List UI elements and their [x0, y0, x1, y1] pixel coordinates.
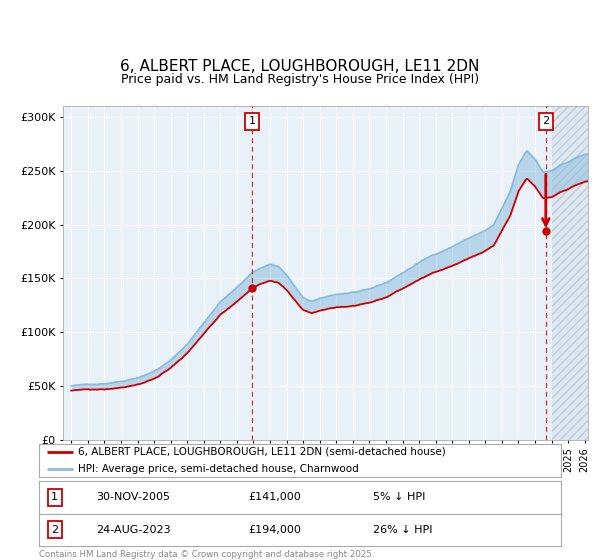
- Text: 6, ALBERT PLACE, LOUGHBOROUGH, LE11 2DN (semi-detached house): 6, ALBERT PLACE, LOUGHBOROUGH, LE11 2DN …: [78, 447, 446, 457]
- Text: 1: 1: [248, 116, 256, 127]
- Text: Contains HM Land Registry data © Crown copyright and database right 2025.
This d: Contains HM Land Registry data © Crown c…: [39, 550, 374, 560]
- Text: Price paid vs. HM Land Registry's House Price Index (HPI): Price paid vs. HM Land Registry's House …: [121, 73, 479, 86]
- Text: 6, ALBERT PLACE, LOUGHBOROUGH, LE11 2DN: 6, ALBERT PLACE, LOUGHBOROUGH, LE11 2DN: [121, 59, 479, 73]
- Text: 24-AUG-2023: 24-AUG-2023: [97, 525, 171, 535]
- Text: £141,000: £141,000: [248, 492, 301, 502]
- Text: 30-NOV-2005: 30-NOV-2005: [97, 492, 170, 502]
- Text: 2: 2: [51, 525, 58, 535]
- Text: 1: 1: [51, 492, 58, 502]
- Text: 2: 2: [542, 116, 550, 127]
- Text: 26% ↓ HPI: 26% ↓ HPI: [373, 525, 433, 535]
- Text: HPI: Average price, semi-detached house, Charnwood: HPI: Average price, semi-detached house,…: [78, 464, 359, 474]
- Bar: [551, 106, 588, 440]
- Text: £194,000: £194,000: [248, 525, 301, 535]
- Text: 5% ↓ HPI: 5% ↓ HPI: [373, 492, 425, 502]
